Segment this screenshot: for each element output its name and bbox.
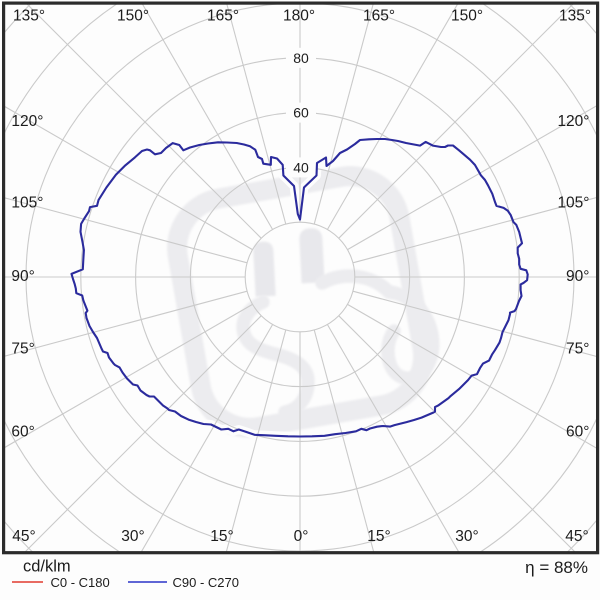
svg-text:30°: 30° xyxy=(455,528,478,545)
svg-text:90°: 90° xyxy=(11,268,34,285)
svg-text:105°: 105° xyxy=(557,195,589,212)
svg-text:135°: 135° xyxy=(559,8,591,25)
svg-text:30°: 30° xyxy=(121,528,144,545)
svg-text:η = 88%: η = 88% xyxy=(525,558,588,577)
svg-text:180°: 180° xyxy=(283,8,315,25)
svg-text:cd/klm: cd/klm xyxy=(23,558,71,576)
svg-text:45°: 45° xyxy=(565,528,588,545)
svg-text:60°: 60° xyxy=(11,424,34,441)
svg-text:75°: 75° xyxy=(566,341,589,358)
svg-text:60: 60 xyxy=(293,105,309,121)
svg-text:120°: 120° xyxy=(11,113,43,130)
svg-text:90°: 90° xyxy=(566,268,589,285)
svg-text:45°: 45° xyxy=(12,528,35,545)
svg-text:120°: 120° xyxy=(557,113,589,130)
svg-text:150°: 150° xyxy=(451,8,483,25)
svg-text:15°: 15° xyxy=(367,528,390,545)
svg-text:60°: 60° xyxy=(566,424,589,441)
svg-text:80: 80 xyxy=(293,50,309,66)
svg-text:75°: 75° xyxy=(11,341,34,358)
svg-text:135°: 135° xyxy=(13,8,45,25)
svg-text:150°: 150° xyxy=(117,8,149,25)
svg-text:15°: 15° xyxy=(210,528,233,545)
svg-text:40: 40 xyxy=(293,159,309,175)
svg-text:C90 - C270: C90 - C270 xyxy=(173,575,239,590)
svg-text:105°: 105° xyxy=(11,195,43,212)
svg-text:165°: 165° xyxy=(207,8,239,25)
svg-text:0°: 0° xyxy=(294,528,309,545)
svg-text:C0 - C180: C0 - C180 xyxy=(51,575,110,590)
svg-text:165°: 165° xyxy=(363,8,395,25)
